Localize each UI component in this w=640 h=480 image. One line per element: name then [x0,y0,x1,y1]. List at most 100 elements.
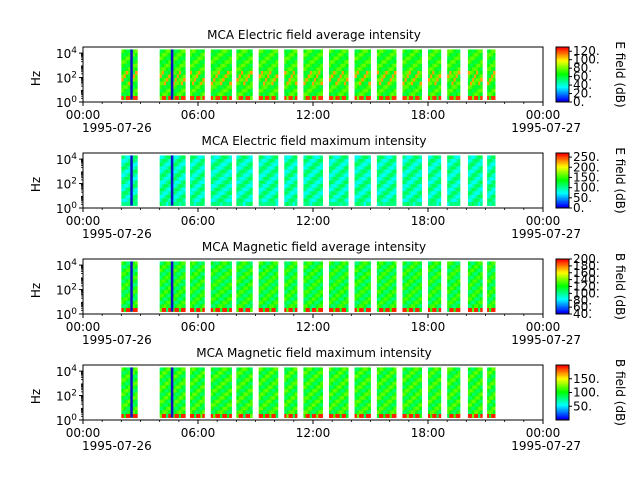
data-gap-stripe [170,261,174,312]
colorbar-tick-label: 80. [573,61,592,75]
y-tick-label: 104 [56,364,77,379]
colorbar-tick-label: 20. [573,87,592,101]
x-date-left: 1995-07-26 [82,121,152,135]
colorbar-tick-label: 150. [573,372,600,386]
x-tick-label: 12:00 [296,108,331,122]
x-tick-label: 18:00 [411,320,446,334]
y-tick-label: 102 [56,71,77,86]
colorbar-tick-label: 0. [573,201,584,215]
x-tick-label: 18:00 [411,108,446,122]
colorbar-tick-label: 100. [573,53,600,67]
colorbar-label: E field (dB) [613,41,627,107]
data-gap-stripe [170,367,174,418]
colorbar-tick-label: 160. [573,266,600,280]
x-tick-label: 00:00 [526,320,561,334]
spectrogram [121,367,496,418]
colorbar-label: B field (dB) [613,253,627,320]
panel-3: MCA Magnetic field average intensity Hz 10… [29,240,627,347]
data-gap-stripe [130,261,133,312]
colorbar-tick-label: 60. [573,70,592,84]
x-date-right: 1995-07-27 [511,333,581,347]
colorbar-label: E field (dB) [613,147,627,213]
y-axis-label: Hz [29,71,43,86]
x-tick-label: 06:00 [181,108,216,122]
colorbar-tick-label: 120. [573,44,600,58]
x-tick-label: 00:00 [66,320,101,334]
x-tick-label: 00:00 [526,108,561,122]
colorbar-label: B field (dB) [613,359,627,426]
colorbar-frame [555,152,570,209]
colorbar-tick-label: 60. [573,300,592,314]
y-tick-label: 104 [56,258,77,273]
x-tick-label: 18:00 [411,426,446,440]
y-tick-label: 100 [56,413,77,428]
spectrogram [121,49,496,100]
colorbar-tick-label: 140. [573,273,600,287]
y-tick-label: 102 [56,283,77,298]
panel-4: MCA Magnetic field maximum intensity Hz 10… [29,346,627,453]
data-gap-stripe [170,49,174,100]
x-tick-label: 00:00 [66,108,101,122]
x-date-right: 1995-07-27 [511,121,581,135]
colorbar-tick-label: 250. [573,150,600,164]
colorbar: 50.100.150. B field (dB) [555,359,627,426]
x-date-left: 1995-07-26 [82,227,152,241]
colorbar-tick-label: 40. [573,78,592,92]
y-tick-label: 102 [56,177,77,192]
x-tick-label: 00:00 [526,426,561,440]
data-gap-stripe [130,155,133,206]
colorbar: 0.20.40.60.80.100.120. E field (dB) [555,41,627,109]
x-date-right: 1995-07-27 [511,439,581,453]
panel-title: MCA Magnetic field average intensity [202,240,426,254]
x-tick-label: 00:00 [66,214,101,228]
colorbar-tick-label: 100. [573,286,600,300]
y-tick-label: 104 [56,46,77,61]
data-gap-stripe [130,49,133,100]
x-tick-label: 00:00 [526,214,561,228]
colorbar-tick-label: 0. [573,95,584,109]
data-gap-stripe [130,367,133,418]
colorbar-tick-label: 120. [573,280,600,294]
y-tick-label: 100 [56,201,77,216]
x-tick-label: 06:00 [181,426,216,440]
y-tick-label: 100 [56,95,77,110]
colorbar-tick-label: 200. [573,252,600,266]
spectrogram [121,155,496,206]
panel-title: MCA Electric field maximum intensity [201,134,426,148]
colorbar: 40.60.80.100.120.140.160.180.200. B field… [555,252,627,321]
x-date-left: 1995-07-26 [82,439,152,453]
x-date-right: 1995-07-27 [511,227,581,241]
x-tick-label: 12:00 [296,320,331,334]
colorbar-tick-label: 50. [573,191,592,205]
panel-1: MCA Electric field average intensity Hz 10… [29,28,627,135]
colorbar-tick-label: 40. [573,307,592,321]
x-tick-label: 12:00 [296,214,331,228]
y-axis-label: Hz [29,283,43,298]
x-tick-label: 06:00 [181,214,216,228]
colorbar: 0.50.100.150.200.250. E field (dB) [555,147,627,215]
x-date-left: 1995-07-26 [82,333,152,347]
colorbar-tick-label: 180. [573,259,600,273]
x-tick-label: 18:00 [411,214,446,228]
x-tick-label: 00:00 [66,426,101,440]
panel-title: MCA Electric field average intensity [207,28,421,42]
colorbar-tick-label: 200. [573,160,600,174]
panel-title: MCA Magnetic field maximum intensity [196,346,432,360]
y-axis-label: Hz [29,389,43,404]
y-tick-label: 102 [56,389,77,404]
y-tick-label: 100 [56,307,77,322]
colorbar-tick-label: 150. [573,170,600,184]
spectrogram [121,261,496,312]
colorbar-tick-label: 50. [573,399,592,413]
colorbar-tick-label: 100. [573,181,600,195]
panel-2: MCA Electric field maximum intensity Hz 10… [29,134,627,241]
data-gap-stripe [170,155,174,206]
colorbar-frame [555,46,570,103]
y-tick-label: 104 [56,152,77,167]
colorbar-tick-label: 100. [573,386,600,400]
x-tick-label: 12:00 [296,426,331,440]
y-axis-label: Hz [29,177,43,192]
colorbar-tick-label: 80. [573,293,592,307]
x-tick-label: 06:00 [181,320,216,334]
